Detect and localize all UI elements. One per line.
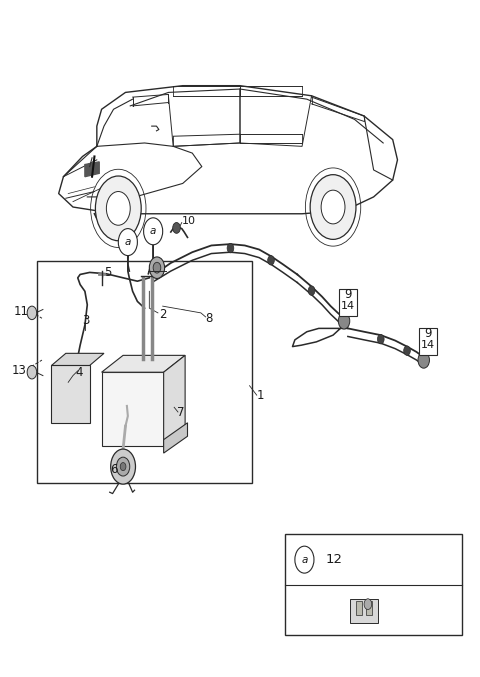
Text: 9: 9 <box>344 288 352 301</box>
Circle shape <box>120 462 126 471</box>
Polygon shape <box>102 372 164 446</box>
Circle shape <box>118 229 137 256</box>
Bar <box>285 534 462 635</box>
Circle shape <box>144 218 163 245</box>
Circle shape <box>27 366 36 379</box>
Circle shape <box>364 598 372 609</box>
Text: a: a <box>125 237 131 247</box>
Bar <box>357 601 362 615</box>
Circle shape <box>295 546 314 573</box>
Text: 6: 6 <box>110 464 117 477</box>
Text: 14: 14 <box>341 301 355 311</box>
Circle shape <box>116 457 130 476</box>
Polygon shape <box>132 94 168 106</box>
Text: 2: 2 <box>159 308 167 321</box>
Circle shape <box>308 286 315 295</box>
Circle shape <box>173 223 180 234</box>
Polygon shape <box>51 353 104 366</box>
Text: 12: 12 <box>326 553 343 566</box>
Text: 10: 10 <box>182 216 196 226</box>
Text: 4: 4 <box>75 366 83 378</box>
Bar <box>339 288 358 315</box>
Text: 5: 5 <box>104 266 111 279</box>
Polygon shape <box>102 355 185 372</box>
Bar <box>350 599 378 623</box>
Text: 1: 1 <box>257 389 264 402</box>
Text: 11: 11 <box>13 305 28 318</box>
Text: 9: 9 <box>424 326 432 340</box>
Bar <box>366 601 372 615</box>
Bar <box>419 328 437 355</box>
Polygon shape <box>164 355 185 446</box>
Circle shape <box>153 262 161 273</box>
Text: a: a <box>301 554 308 565</box>
Circle shape <box>149 257 165 278</box>
Circle shape <box>111 449 135 484</box>
Circle shape <box>107 192 130 225</box>
Polygon shape <box>51 366 90 422</box>
Circle shape <box>227 244 234 253</box>
Text: 13: 13 <box>12 364 27 377</box>
Circle shape <box>338 313 350 329</box>
Circle shape <box>96 176 141 241</box>
Text: a: a <box>150 226 156 236</box>
Polygon shape <box>164 422 188 453</box>
Polygon shape <box>85 162 99 177</box>
Circle shape <box>404 346 410 355</box>
Circle shape <box>27 306 36 320</box>
Circle shape <box>418 352 430 368</box>
Text: 7: 7 <box>177 406 184 419</box>
Bar <box>37 261 252 483</box>
Circle shape <box>268 256 275 265</box>
Circle shape <box>310 175 356 240</box>
Text: 14: 14 <box>420 341 434 350</box>
Circle shape <box>377 334 384 344</box>
Circle shape <box>321 190 345 224</box>
Text: 3: 3 <box>83 315 90 328</box>
Text: 8: 8 <box>205 312 213 325</box>
